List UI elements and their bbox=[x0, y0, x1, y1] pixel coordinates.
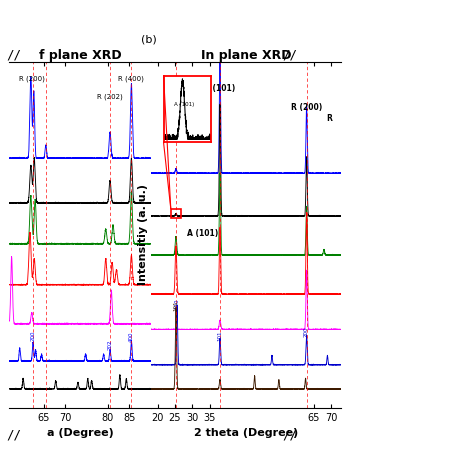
Text: Sapphire
wafer: Sapphire wafer bbox=[154, 307, 191, 326]
Text: 400: 400 bbox=[129, 331, 134, 342]
Text: //: // bbox=[283, 48, 297, 61]
Text: 10 min: 10 min bbox=[154, 271, 183, 280]
Text: A (101): A (101) bbox=[187, 229, 219, 238]
Text: //: // bbox=[6, 48, 21, 61]
Y-axis label: Intensitiy (a. u.): Intensitiy (a. u.) bbox=[138, 184, 148, 285]
Text: 110: 110 bbox=[174, 299, 180, 309]
Text: A (101): A (101) bbox=[174, 102, 194, 107]
Text: R (400): R (400) bbox=[118, 75, 145, 82]
Title: In plane XRD: In plane XRD bbox=[201, 49, 291, 62]
Title: f plane XRD: f plane XRD bbox=[39, 49, 121, 62]
Text: //: // bbox=[283, 429, 297, 442]
Text: 40 min: 40 min bbox=[154, 143, 183, 152]
Text: 20 min: 20 min bbox=[154, 230, 183, 239]
Text: 30 min: 30 min bbox=[154, 189, 183, 198]
Text: R (202): R (202) bbox=[97, 94, 123, 100]
Text: Anatase
TiO$_2$ Sim.: Anatase TiO$_2$ Sim. bbox=[154, 368, 194, 392]
Text: 101: 101 bbox=[218, 330, 222, 341]
X-axis label: 2 theta (Degree): 2 theta (Degree) bbox=[194, 428, 298, 438]
Text: 200: 200 bbox=[304, 327, 309, 337]
Text: 200: 200 bbox=[30, 330, 36, 341]
Text: R (200): R (200) bbox=[19, 75, 45, 82]
Text: (b): (b) bbox=[141, 34, 157, 45]
Text: 101: 101 bbox=[173, 301, 179, 311]
Text: 202: 202 bbox=[108, 339, 112, 350]
Text: R (101): R (101) bbox=[204, 84, 236, 93]
Text: R: R bbox=[326, 114, 332, 123]
Text: Rutile
TiO$_2$ Sim.: Rutile TiO$_2$ Sim. bbox=[154, 344, 194, 367]
X-axis label: a (Degree): a (Degree) bbox=[47, 428, 113, 438]
Bar bbox=[171, 209, 181, 218]
Text: R (200): R (200) bbox=[291, 103, 322, 112]
Text: //: // bbox=[6, 429, 21, 442]
